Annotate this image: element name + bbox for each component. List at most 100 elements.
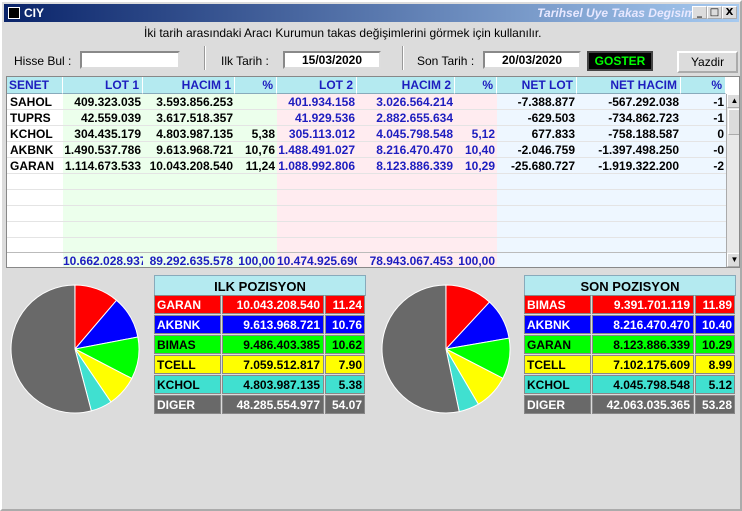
grid-cell[interactable] — [577, 190, 681, 206]
column-header-lot1[interactable]: LOT 1 — [63, 77, 143, 94]
scroll-thumb[interactable] — [728, 109, 739, 135]
ilk_pozisyon-row[interactable]: DIGER 48.285.554.977 54.07 — [154, 395, 366, 414]
grid-cell[interactable] — [455, 206, 497, 222]
vertical-scrollbar[interactable]: ▲ ▼ — [726, 94, 739, 267]
grid-cell[interactable] — [455, 222, 497, 238]
grid-cell[interactable]: -758.188.587 — [577, 126, 681, 142]
column-header-lot2[interactable]: LOT 2 — [277, 77, 357, 94]
grid-cell[interactable]: 305.113.012 — [277, 126, 357, 142]
grid-cell[interactable]: 5,12 — [455, 126, 497, 142]
grid-cell[interactable] — [7, 190, 63, 206]
hisse-search-input[interactable] — [80, 51, 180, 69]
ilk_pozisyon-row[interactable]: TCELL 7.059.512.817 7.90 — [154, 355, 366, 374]
grid-cell[interactable]: 1.488.491.027 — [277, 143, 357, 158]
grid-cell[interactable] — [357, 206, 455, 222]
grid-cell[interactable]: 2.882.655.634 — [357, 110, 455, 126]
column-header-hacim1[interactable]: HACIM 1 — [143, 77, 235, 94]
grid-cell[interactable] — [235, 94, 277, 110]
grid-cell[interactable] — [455, 174, 497, 190]
grid-cell[interactable]: 1.490.537.786 — [63, 143, 143, 158]
grid-cell[interactable]: SAHOL — [7, 94, 63, 110]
grid-cell[interactable]: KCHOL — [7, 126, 63, 142]
yazdir-button[interactable]: Yazdir — [677, 51, 738, 73]
grid-cell[interactable]: -1.397.498.250 — [577, 142, 681, 158]
son_pozisyon-row[interactable]: DIGER 42.063.035.365 53.28 — [524, 395, 736, 414]
son-tarih-input[interactable]: 20/03/2020 — [483, 51, 581, 69]
grid-cell[interactable] — [577, 206, 681, 222]
grid-cell[interactable] — [63, 174, 143, 190]
grid-cell[interactable]: -1 — [681, 110, 726, 126]
grid-cell[interactable]: 409.323.035 — [63, 94, 143, 110]
grid-cell[interactable]: TUPRS — [7, 110, 63, 126]
grid-cell[interactable]: 3.026.564.214 — [357, 94, 455, 110]
grid-cell[interactable]: 0 — [681, 126, 726, 142]
grid-cell[interactable] — [63, 222, 143, 238]
grid-cell[interactable]: 401.934.158 — [277, 94, 357, 110]
scroll-up-icon[interactable]: ▲ — [727, 94, 739, 108]
grid-cell[interactable]: 41.929.536 — [277, 110, 357, 126]
grid-cell[interactable] — [497, 190, 577, 206]
grid-cell[interactable] — [277, 206, 357, 222]
grid-cell[interactable]: 10,40 — [455, 142, 497, 158]
grid-cell[interactable] — [357, 222, 455, 238]
grid-cell[interactable] — [277, 190, 357, 206]
ilk_pozisyon-row[interactable]: KCHOL 4.803.987.135 5.38 — [154, 375, 366, 394]
grid-cell[interactable] — [577, 174, 681, 190]
grid-cell[interactable] — [497, 222, 577, 238]
grid-cell[interactable] — [7, 206, 63, 222]
grid-cell[interactable]: -2 — [681, 158, 726, 174]
ilk_pozisyon-row[interactable]: GARAN 10.043.208.540 11.24 — [154, 295, 366, 314]
son_pozisyon-row[interactable]: BIMAS 9.391.701.119 11.89 — [524, 295, 736, 314]
grid-cell[interactable]: -567.292.038 — [577, 94, 681, 110]
son_pozisyon-row[interactable]: TCELL 7.102.175.609 8.99 — [524, 355, 736, 374]
grid-cell[interactable] — [235, 190, 277, 206]
grid-cell[interactable] — [63, 190, 143, 206]
grid-cell[interactable] — [357, 174, 455, 190]
grid-cell[interactable]: 10.043.208.540 — [143, 158, 235, 174]
grid-cell[interactable] — [455, 190, 497, 206]
grid-cell[interactable] — [7, 222, 63, 238]
grid-cell[interactable] — [357, 190, 455, 206]
grid-cell[interactable]: 677.833 — [497, 126, 577, 142]
ilk_pozisyon-row[interactable]: BIMAS 9.486.403.385 10.62 — [154, 335, 366, 354]
grid-cell[interactable]: 11,24 — [235, 158, 277, 174]
grid-cell[interactable] — [455, 110, 497, 126]
ilk-tarih-input[interactable]: 15/03/2020 — [283, 51, 381, 69]
grid-cell[interactable]: 1.088.992.806 — [277, 159, 357, 174]
grid-cell[interactable] — [143, 174, 235, 190]
grid-cell[interactable] — [277, 222, 357, 238]
grid-cell[interactable] — [277, 174, 357, 190]
grid-cell[interactable] — [143, 190, 235, 206]
grid-cell[interactable] — [235, 206, 277, 222]
grid-cell[interactable]: 304.435.179 — [63, 126, 143, 142]
grid-cell[interactable] — [681, 206, 726, 222]
ilk_pozisyon-row[interactable]: AKBNK 9.613.968.721 10.76 — [154, 315, 366, 334]
grid-cell[interactable]: 5,38 — [235, 126, 277, 142]
grid-cell[interactable] — [143, 222, 235, 238]
column-header-senet[interactable]: SENET — [7, 77, 63, 94]
grid-cell[interactable] — [7, 174, 63, 190]
grid-cell[interactable]: -734.862.723 — [577, 110, 681, 126]
grid-cell[interactable]: -0 — [681, 142, 726, 158]
grid-cell[interactable]: 3.593.856.253 — [143, 94, 235, 110]
grid-cell[interactable] — [497, 174, 577, 190]
grid-cell[interactable] — [235, 110, 277, 126]
grid-cell[interactable]: -25.680.727 — [497, 158, 577, 174]
scroll-down-icon[interactable]: ▼ — [727, 253, 739, 267]
grid-cell[interactable] — [577, 222, 681, 238]
grid-cell[interactable]: 10,29 — [455, 158, 497, 174]
title-bar[interactable]: CIY Tarihsel Uye Takas Degisim _ □ X — [4, 4, 739, 22]
grid-cell[interactable]: -7.388.877 — [497, 94, 577, 110]
column-header-nethacim[interactable]: NET HACIM — [577, 77, 681, 94]
grid-cell[interactable] — [681, 222, 726, 238]
grid-cell[interactable]: 8.123.886.339 — [357, 158, 455, 174]
grid-cell[interactable]: 9.613.968.721 — [143, 142, 235, 158]
column-header-pct3[interactable]: % — [681, 77, 726, 94]
son_pozisyon-row[interactable]: KCHOL 4.045.798.548 5.12 — [524, 375, 736, 394]
column-header-pct2[interactable]: % — [455, 77, 497, 94]
grid-cell[interactable] — [235, 174, 277, 190]
grid-cell[interactable]: GARAN — [7, 158, 63, 174]
son_pozisyon-row[interactable]: GARAN 8.123.886.339 10.29 — [524, 335, 736, 354]
grid-cell[interactable]: 8.216.470.470 — [357, 142, 455, 158]
grid-cell[interactable] — [63, 206, 143, 222]
